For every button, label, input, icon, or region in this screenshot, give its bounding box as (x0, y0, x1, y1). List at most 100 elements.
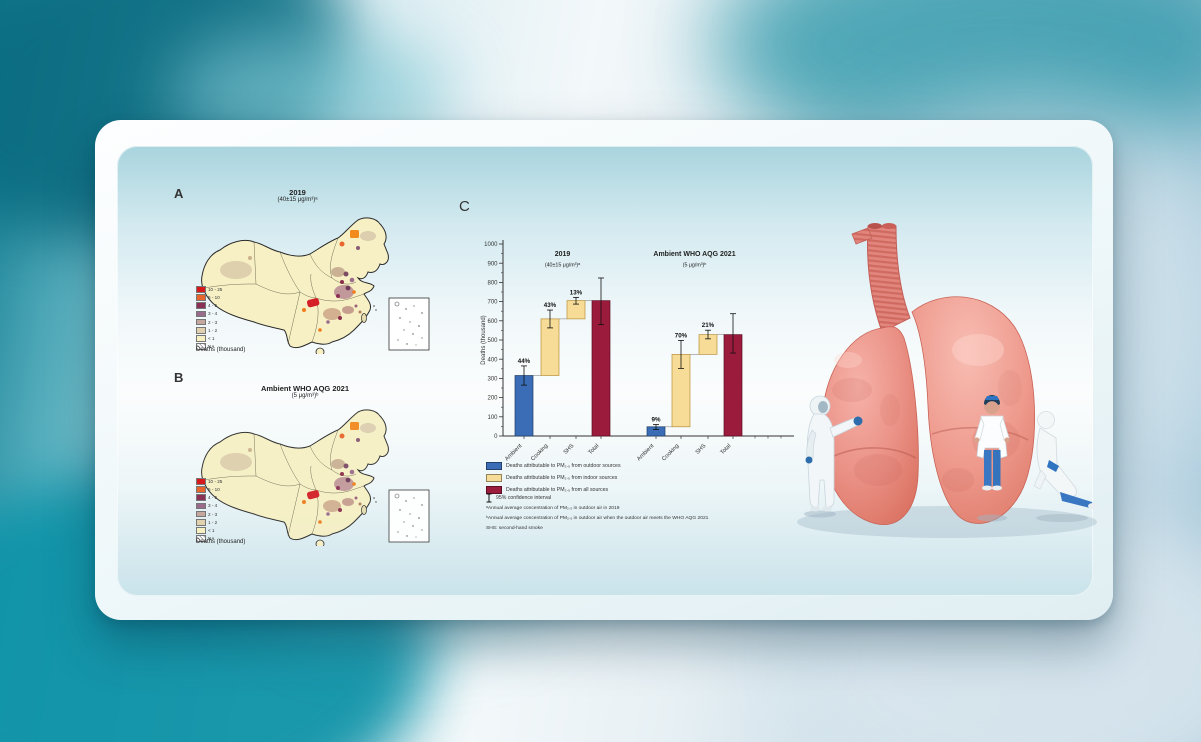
chart-legend-row: Deaths attributable to PM₂.₅ from outdoo… (486, 462, 621, 470)
doctor-figure (974, 395, 1010, 522)
deaths-legend-b-title: Deaths (thousand) (196, 539, 246, 545)
footnote: ᵃAnnual average concentration of PM₂.₅ i… (486, 506, 620, 511)
legend-row: NA (196, 535, 222, 542)
china-map-a (201, 217, 430, 354)
legend-swatch (196, 518, 206, 526)
right-lung-lobe (911, 296, 1036, 524)
svg-text:Cooking: Cooking (530, 443, 549, 462)
confidence-interval-icon (486, 493, 492, 502)
legend-label: 2 - 3 (208, 511, 218, 517)
svg-text:500: 500 (487, 338, 498, 344)
svg-text:2019: 2019 (555, 251, 571, 258)
legend-label: < 1 (208, 335, 215, 341)
ppe-figure (804, 395, 863, 518)
legend-swatch (196, 286, 206, 293)
legend-row: 3 - 4 (196, 502, 222, 510)
svg-text:800: 800 (487, 281, 498, 287)
svg-text:Deaths (thousand): Deaths (thousand) (481, 315, 487, 364)
svg-text:0: 0 (494, 434, 498, 440)
legend-row: 4 - 5 (196, 302, 222, 309)
blue-leg (1060, 492, 1094, 509)
svg-text:300: 300 (487, 377, 498, 383)
legend-row: 1 - 2 (196, 518, 222, 526)
chart-legend-swatch (486, 462, 502, 470)
footnotes: ᵃAnnual average concentration of PM₂.₅ i… (486, 506, 708, 531)
legend-row: 2 - 3 (196, 510, 222, 518)
legend-row: < 1 (196, 335, 222, 342)
svg-text:Cooking: Cooking (661, 443, 680, 462)
deaths-legend-a-title: Deaths (thousand) (196, 347, 246, 353)
legend-swatch (196, 294, 206, 301)
svg-text:SHS: SHS (695, 443, 708, 456)
legend-swatch (196, 335, 206, 342)
panel-a-title: 2019 (289, 188, 306, 197)
legend-label: < 1 (208, 527, 215, 533)
panel-b-title: Ambient WHO AQG 2021 (260, 384, 350, 393)
deaths-bar-chart: 0 100 200 300 400 500 600 700 800 900 1000 Deaths (… (481, 240, 794, 463)
svg-text:Ambient WHO AQG 2021: Ambient WHO AQG 2021 (653, 251, 735, 258)
legend-row: 10 - 25 (196, 478, 222, 485)
deaths-legend-a: 10 - 25 5 - 10 4 - 5 3 - 4 2 - 3 1 - 2 < 1 NA (196, 286, 222, 350)
svg-text:(40±15 μg/m³)ᵃ: (40±15 μg/m³)ᵃ (545, 263, 580, 269)
legend-swatch (196, 318, 206, 326)
kneeling-figure (1033, 411, 1098, 522)
svg-text:43%: 43% (544, 302, 557, 309)
svg-text:44%: 44% (518, 358, 531, 365)
chart-legend-row: Deaths attributable to PM₂.₅ from all so… (486, 486, 621, 494)
svg-text:400: 400 (487, 357, 498, 363)
svg-text:Total: Total (588, 443, 601, 456)
svg-text:600: 600 (487, 319, 498, 325)
panel-b-title-block: Ambient WHO AQG 2021 (5 μg/m³)ᵇ (210, 384, 400, 401)
svg-text:Total: Total (720, 443, 733, 456)
svg-text:Ambient: Ambient (504, 443, 524, 463)
panel-b-label: B (174, 370, 184, 385)
trachea (851, 223, 911, 333)
legend-label: 4 - 5 (208, 495, 218, 501)
svg-text:1000: 1000 (484, 242, 498, 248)
left-lung-lobe (821, 326, 919, 525)
svg-text:(5 μg/m³)ᵇ: (5 μg/m³)ᵇ (683, 263, 707, 269)
legend-swatch (196, 527, 206, 534)
legend-label: 2 - 3 (208, 319, 218, 325)
svg-text:200: 200 (487, 396, 498, 402)
chart-legend-row: Deaths attributable to PM₂.₅ from indoor… (486, 474, 621, 482)
chart-legend-label: Deaths attributable to PM₂.₅ from all so… (506, 487, 609, 494)
legend-swatch (196, 302, 206, 309)
chart-legend: Deaths attributable to PM₂.₅ from outdoo… (486, 462, 621, 494)
legend-row: 5 - 10 (196, 486, 222, 493)
legend-row: < 1 (196, 527, 222, 534)
svg-text:900: 900 (487, 261, 498, 267)
legend-row: 2 - 3 (196, 318, 222, 326)
legend-row: 3 - 4 (196, 310, 222, 318)
legend-swatch (196, 502, 206, 510)
legend-swatch (196, 310, 206, 318)
panel-a-subtitle: (40±15 μg/m³)ᵃ (277, 197, 318, 204)
svg-text:SHS: SHS (563, 443, 576, 456)
legend-label: 3 - 4 (208, 311, 218, 317)
panel-a-title-block: 2019 (40±15 μg/m³)ᵃ (205, 188, 390, 205)
deaths-legend-b: 10 - 25 5 - 10 4 - 5 3 - 4 2 - 3 1 - 2 < 1 NA (196, 478, 222, 542)
legend-label: 3 - 4 (208, 503, 218, 509)
svg-text:100: 100 (487, 415, 498, 421)
legend-label: 10 - 25 (208, 286, 223, 292)
ci-legend-row: 95% confidence interval (486, 493, 551, 503)
panel-b-subtitle: (5 μg/m³)ᵇ (291, 393, 319, 400)
legend-label: NA (208, 536, 215, 542)
legend-label: 1 - 2 (208, 327, 218, 333)
panel-a-label: A (174, 186, 184, 201)
legend-row: 5 - 10 (196, 294, 222, 301)
legend-swatch (196, 486, 206, 493)
legend-swatch (196, 494, 206, 501)
panel-c-label: C (459, 198, 470, 215)
svg-text:13%: 13% (570, 289, 583, 296)
legend-swatch (196, 510, 206, 518)
chart-legend-swatch (486, 486, 502, 494)
footnote: ᵇAnnual average concentration of PM₂.₅ i… (486, 516, 709, 521)
svg-text:70%: 70% (675, 332, 688, 339)
chart-legend-label: Deaths attributable to PM₂.₅ from outdoo… (506, 462, 621, 469)
chart-legend-label: Deaths attributable to PM₂.₅ from indoor… (506, 474, 618, 481)
footnote: SHS: second-hand smoke (486, 526, 543, 531)
lungs-illustration (797, 223, 1098, 538)
svg-text:Ambient: Ambient (636, 443, 656, 463)
